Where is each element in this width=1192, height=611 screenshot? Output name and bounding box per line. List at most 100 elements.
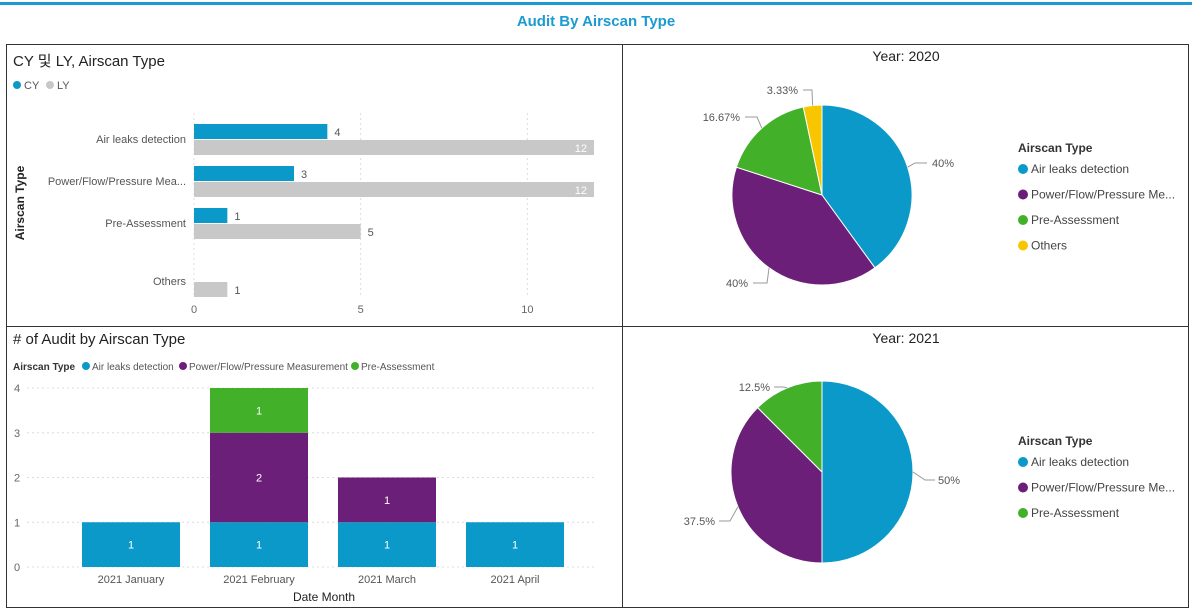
legend-marker (1018, 215, 1028, 225)
pie-data-label: 40% (932, 158, 954, 170)
audit-stacked-bar-chart: # of Audit by Airscan Type Airscan Type Ai… (13, 331, 597, 604)
legend-title: Airscan Type (1018, 434, 1093, 448)
cy-ly-bar-chart-panel[interactable]: CY 및 LY, Airscan Type CY LY 0 5 10 Airscan Typ… (6, 44, 623, 327)
legend-marker (1018, 482, 1028, 493)
pie-data-label: 40% (726, 278, 748, 290)
stacked-bar-segment (210, 388, 308, 433)
legend-title: Airscan Type (13, 362, 75, 373)
legend-label: Pre-Assessment (361, 362, 435, 373)
cy-bar (194, 208, 228, 223)
leader-line (753, 267, 770, 284)
stacked-bar-segment (82, 522, 180, 567)
legend-marker (1018, 457, 1028, 467)
ly-data-label: 12 (575, 143, 587, 155)
category-label: Others (153, 276, 187, 288)
cy-bar (194, 166, 294, 181)
cy-ly-bar-chart: CY 및 LY, Airscan Type CY LY 0 5 10 Airscan Typ… (13, 53, 594, 316)
legend-cy-label: CY (24, 80, 40, 92)
leader-line (774, 386, 788, 389)
pie-slice (821, 380, 914, 564)
pie-title: Year: 2021 (872, 330, 939, 346)
x-category-label: 2021 April (491, 574, 540, 586)
legend-cy-marker (13, 81, 21, 89)
pie-data-label: 3.33% (767, 85, 798, 97)
pie-chart-2020: Year: 2020 40% 40% 16.67% 3.33% Airscan Type A… (703, 48, 1175, 290)
x-tick-label: 0 (191, 304, 197, 316)
y-tick-label: 3 (14, 428, 20, 440)
pie-data-label: 12.5% (739, 382, 770, 394)
y-tick-label: 4 (14, 383, 20, 395)
pie-title: Year: 2020 (872, 48, 939, 64)
chart-title: # of Audit by Airscan Type (13, 331, 185, 348)
category-label: Power/Flow/Pressure Mea... (48, 176, 186, 188)
pie-slice (730, 406, 823, 564)
leader-line (745, 116, 763, 129)
segment-data-label: 1 (256, 540, 262, 552)
x-axis-title: Date Month (293, 590, 355, 604)
leader-line (803, 89, 814, 106)
legend-ly-marker (46, 81, 54, 89)
legend-label: Air leaks detection (1031, 455, 1129, 469)
pie-2020-panel[interactable]: Year: 2020 40% 40% 16.67% 3.33% Airscan Type A… (622, 44, 1189, 327)
stacked-bar-segment (338, 522, 436, 567)
legend-marker (179, 362, 187, 370)
legend-ly-label: LY (57, 80, 70, 92)
legend-label: Pre-Assessment (1031, 213, 1120, 227)
pie-2021-panel[interactable]: Year: 2021 50% 37.5% 12.5% Airscan Type Air l… (622, 326, 1189, 608)
ly-data-label: 12 (575, 185, 587, 197)
x-category-label: 2021 January (98, 574, 165, 586)
pie-data-label: 37.5% (684, 516, 715, 528)
pie-slice (756, 380, 823, 474)
segment-data-label: 1 (256, 405, 262, 417)
chart-title: CY 및 LY, Airscan Type (13, 53, 165, 70)
legend-label: Pre-Assessment (1031, 506, 1120, 520)
leader-line (719, 506, 739, 522)
stacked-bar-segment (210, 522, 308, 567)
y-tick-label: 1 (14, 517, 20, 529)
legend-marker (351, 362, 359, 370)
x-tick-label: 10 (521, 304, 533, 316)
segment-data-label: 1 (512, 540, 518, 552)
pie-slice (821, 104, 913, 269)
category-label: Pre-Assessment (105, 218, 186, 230)
stacked-bar-segment (210, 432, 308, 523)
leader-line (912, 471, 935, 481)
pie-slice (731, 166, 876, 286)
y-tick-label: 2 (14, 473, 20, 485)
segment-data-label: 1 (384, 540, 390, 552)
cy-data-label: 4 (334, 127, 340, 139)
legend-label: Power/Flow/Pressure Measurement (189, 362, 348, 373)
y-tick-label: 0 (14, 562, 20, 574)
cy-bar (194, 124, 328, 139)
pie-chart-2021: Year: 2021 50% 37.5% 12.5% Airscan Type Air l… (684, 330, 1175, 564)
segment-data-label: 2 (256, 473, 262, 485)
segment-data-label: 1 (384, 495, 390, 507)
stacked-bar-segment (466, 522, 564, 567)
legend-marker (82, 362, 90, 370)
legend-label: Air leaks detection (1031, 162, 1129, 176)
y-axis-title: Airscan Type (13, 165, 27, 240)
x-category-label: 2021 February (223, 574, 295, 586)
legend-marker (1018, 164, 1028, 174)
top-accent-line (0, 2, 1192, 5)
cy-data-label: 3 (301, 169, 307, 181)
legend-marker (1018, 240, 1028, 251)
legend-label: Air leaks detection (92, 362, 174, 373)
legend-label: Others (1031, 239, 1067, 253)
ly-bar (194, 140, 594, 155)
pie-data-label: 50% (938, 475, 960, 487)
legend-marker (1018, 189, 1028, 200)
legend-title: Airscan Type (1018, 141, 1093, 155)
ly-data-label: 5 (368, 227, 374, 239)
legend-label: Power/Flow/Pressure Me... (1031, 481, 1175, 495)
audit-stacked-bar-panel[interactable]: # of Audit by Airscan Type Airscan Type Ai… (6, 326, 623, 608)
x-category-label: 2021 March (358, 574, 416, 586)
segment-data-label: 1 (128, 540, 134, 552)
pie-data-label: 16.67% (703, 112, 741, 124)
ly-bar (194, 282, 228, 297)
ly-data-label: 1 (234, 285, 240, 297)
category-label: Air leaks detection (96, 134, 186, 146)
leader-line (907, 162, 927, 168)
x-tick-label: 5 (358, 304, 364, 316)
ly-bar (194, 224, 361, 239)
